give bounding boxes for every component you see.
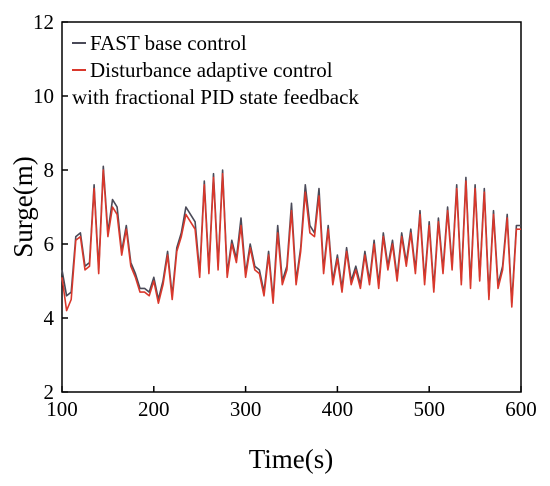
y-tick-label: 4 — [44, 306, 55, 330]
y-tick-label: 10 — [33, 84, 54, 108]
legend-label: FAST base control — [90, 31, 247, 55]
y-tick-label: 12 — [33, 10, 54, 34]
legend-swatch — [72, 69, 86, 72]
series-line — [61, 169, 521, 312]
legend-swatch — [72, 42, 86, 45]
plot-frame — [61, 21, 522, 393]
legend-item: FAST base control — [72, 30, 372, 57]
y-tick-label: 2 — [44, 380, 55, 404]
legend-item: Disturbance adaptive control with fracti… — [72, 57, 372, 111]
y-tick-label: 8 — [44, 158, 55, 182]
legend-label: Disturbance adaptive control with fracti… — [72, 58, 359, 109]
y-axis-label: Surge(m) — [8, 156, 38, 258]
x-tick-label: 100 — [46, 397, 78, 421]
x-tick-label: 200 — [138, 397, 170, 421]
series-line — [61, 165, 521, 304]
y-tick-label: 6 — [44, 232, 55, 256]
x-tick-label: 400 — [322, 397, 354, 421]
x-tick-label: 500 — [413, 397, 445, 421]
x-axis-label: Time(s) — [249, 444, 334, 474]
x-tick-label: 300 — [230, 397, 262, 421]
legend: FAST base control Disturbance adaptive co… — [72, 30, 372, 111]
x-tick-label: 600 — [505, 397, 537, 421]
